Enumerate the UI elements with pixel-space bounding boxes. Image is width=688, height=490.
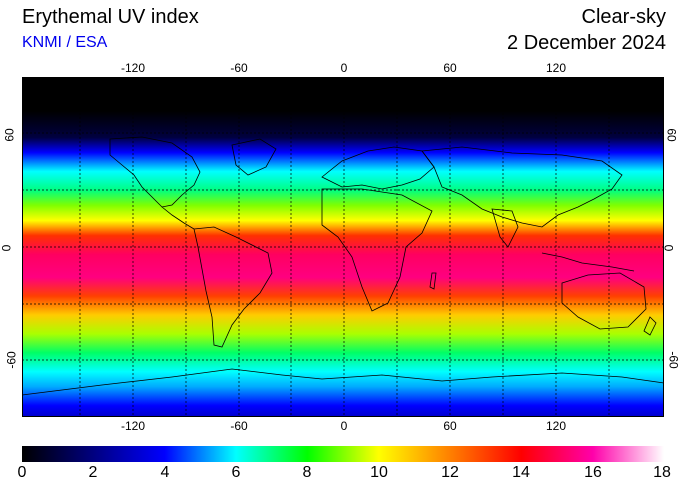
colorbar-label: 10 <box>370 464 388 481</box>
colorbar-fill <box>22 446 664 462</box>
uv-index-map <box>22 77 664 417</box>
uv-colorbar <box>22 446 664 462</box>
indonesia-outline <box>541 252 635 272</box>
lon-tick-top: -120 <box>120 61 146 75</box>
lat-tick-left: 0 <box>0 244 14 252</box>
lat-tick-right: 60 <box>664 128 679 142</box>
lon-tick-bottom: 120 <box>545 419 567 433</box>
colorbar-label: 18 <box>653 464 671 481</box>
colorbar-label: 4 <box>160 464 170 481</box>
new-zealand-outline <box>643 316 657 336</box>
north-america-outline <box>109 136 201 208</box>
coastlines <box>22 136 664 396</box>
colorbar-label: 16 <box>584 464 602 481</box>
colorbar-label: 12 <box>441 464 459 481</box>
lon-tick-bottom: 60 <box>443 419 457 433</box>
data-source: KNMI / ESA <box>22 34 108 51</box>
colorbar-label: 8 <box>302 464 312 481</box>
lon-tick-bottom: -120 <box>120 419 146 433</box>
lon-tick-top: 0 <box>340 61 348 75</box>
lat-tick-right: -60 <box>666 351 681 369</box>
lat-tick-right: 0 <box>661 244 676 252</box>
antarctica-outline <box>22 368 664 396</box>
map-title: Erythemal UV index <box>22 6 199 28</box>
map-frame <box>22 77 664 417</box>
australia-outline <box>561 272 647 330</box>
sky-mode: Clear-sky <box>581 6 666 28</box>
map-date: 2 December 2024 <box>507 32 666 54</box>
lon-tick-top: 60 <box>443 61 457 75</box>
asia-outline <box>421 146 623 228</box>
lon-tick-top: -60 <box>230 61 248 75</box>
colorbar-label: 14 <box>512 464 530 481</box>
lon-tick-top: 120 <box>545 61 567 75</box>
greenland-outline <box>231 138 277 176</box>
madagascar-outline <box>429 272 437 290</box>
graticule <box>22 77 664 417</box>
colorbar-label: 0 <box>17 464 27 481</box>
lat-tick-left: -60 <box>4 351 19 369</box>
lat-tick-left: 60 <box>2 128 17 142</box>
colorbar-label: 6 <box>231 464 241 481</box>
africa-outline <box>321 188 433 312</box>
india-outline <box>491 208 519 248</box>
lon-tick-bottom: -60 <box>230 419 248 433</box>
south-america-outline <box>193 226 273 348</box>
lon-tick-bottom: 0 <box>340 419 348 433</box>
central-america-outline <box>161 206 195 230</box>
europe-outline <box>321 146 435 190</box>
colorbar-label: 2 <box>88 464 98 481</box>
